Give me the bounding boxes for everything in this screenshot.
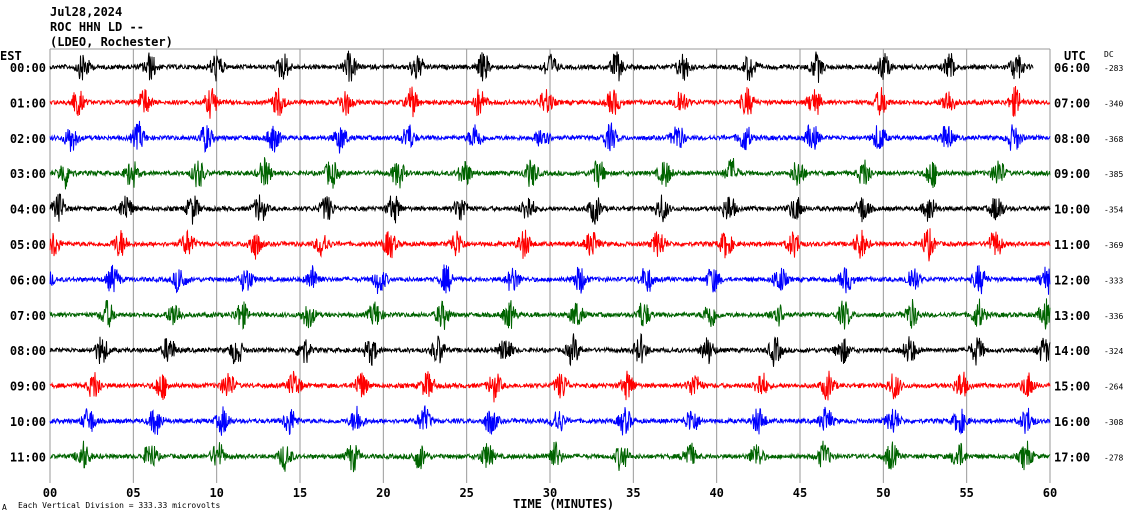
seismic-trace <box>49 298 1051 330</box>
dc-offset-label: -324 <box>1104 347 1123 356</box>
dc-offset-label: -368 <box>1104 135 1123 144</box>
station-label: ROC HHN LD -- <box>50 20 144 34</box>
utc-axis-label: UTC <box>1064 49 1086 63</box>
seismic-trace <box>49 370 1051 403</box>
dc-offset-label: -308 <box>1104 418 1123 427</box>
x-tick-label: 60 <box>1043 486 1057 500</box>
dc-offset-label: -385 <box>1104 170 1123 179</box>
dc-offset-label: -336 <box>1104 312 1123 321</box>
x-tick-label: 40 <box>709 486 723 500</box>
scale-note: Each Vertical Division = 333.33 microvol… <box>18 501 221 510</box>
seismic-trace <box>49 332 1051 367</box>
seismic-trace <box>49 85 1051 119</box>
dc-offset-label: -283 <box>1104 64 1123 73</box>
est-hour-label: 04:00 <box>10 203 46 217</box>
utc-hour-label: 06:00 <box>1054 61 1090 75</box>
utc-hour-label: 13:00 <box>1054 309 1090 323</box>
est-hour-label: 10:00 <box>10 415 46 429</box>
dc-offset-label: -354 <box>1104 206 1123 215</box>
x-tick-label: 25 <box>459 486 473 500</box>
dc-offset-label: -340 <box>1104 99 1123 108</box>
est-hour-label: 01:00 <box>10 96 46 110</box>
utc-hour-label: 14:00 <box>1054 344 1090 358</box>
utc-hour-label: 07:00 <box>1054 96 1090 110</box>
dc-offset-label: -333 <box>1104 276 1123 285</box>
utc-hour-label: 17:00 <box>1054 450 1090 464</box>
seismic-trace <box>49 440 1051 473</box>
x-tick-label: 00 <box>43 486 57 500</box>
utc-hour-label: 08:00 <box>1054 132 1090 146</box>
vertical-grid <box>49 48 1051 483</box>
est-hour-label: 09:00 <box>10 380 46 394</box>
utc-hour-label: 12:00 <box>1054 273 1090 287</box>
est-hour-label: 03:00 <box>10 167 46 181</box>
seismic-trace <box>50 157 1051 190</box>
utc-hour-label: 16:00 <box>1054 415 1090 429</box>
x-tick-label: 45 <box>793 486 807 500</box>
x-tick-label: 30 <box>543 486 557 500</box>
seismic-trace <box>49 193 1051 225</box>
est-hour-label: 11:00 <box>10 450 46 464</box>
x-tick-label: 35 <box>626 486 640 500</box>
dc-offset-label: -369 <box>1104 241 1123 250</box>
seismic-trace <box>49 50 1034 83</box>
x-tick-label: 05 <box>126 486 140 500</box>
x-axis-label: TIME (MINUTES) <box>513 497 614 511</box>
x-tick-label: 15 <box>293 486 307 500</box>
utc-hour-label: 15:00 <box>1054 380 1090 394</box>
est-axis-label: EST <box>0 49 22 63</box>
seismic-trace <box>49 120 1051 154</box>
utc-hour-label: 09:00 <box>1054 167 1090 181</box>
x-tick-label: 55 <box>959 486 973 500</box>
x-tick-label: 20 <box>376 486 390 500</box>
utc-hour-label: 10:00 <box>1054 203 1090 217</box>
network-label: (LDEO, Rochester) <box>50 35 173 49</box>
seismic-trace <box>49 405 1051 436</box>
x-tick-label: 10 <box>209 486 223 500</box>
utc-hour-label: 11:00 <box>1054 238 1090 252</box>
est-hour-label: 02:00 <box>10 132 46 146</box>
seismic-trace <box>49 264 1051 295</box>
seismic-trace <box>49 228 1051 262</box>
date-label: Jul28,2024 <box>50 5 123 19</box>
corner-mark: A <box>2 503 7 512</box>
dc-offset-label: -264 <box>1104 383 1123 392</box>
est-hour-label: 00:00 <box>10 61 46 75</box>
seismic-traces <box>49 50 1051 473</box>
dc-column-label: DC <box>1104 50 1114 59</box>
dc-offset-label: -278 <box>1104 453 1123 462</box>
est-hour-label: 06:00 <box>10 273 46 287</box>
est-hour-label: 07:00 <box>10 309 46 323</box>
est-hour-label: 05:00 <box>10 238 46 252</box>
est-hour-label: 08:00 <box>10 344 46 358</box>
x-tick-label: 50 <box>876 486 890 500</box>
axis-labels: 00 05 10 15 20 25 30 35 40 45 50 55 60 00:00 06:00 -283… <box>10 61 1124 500</box>
